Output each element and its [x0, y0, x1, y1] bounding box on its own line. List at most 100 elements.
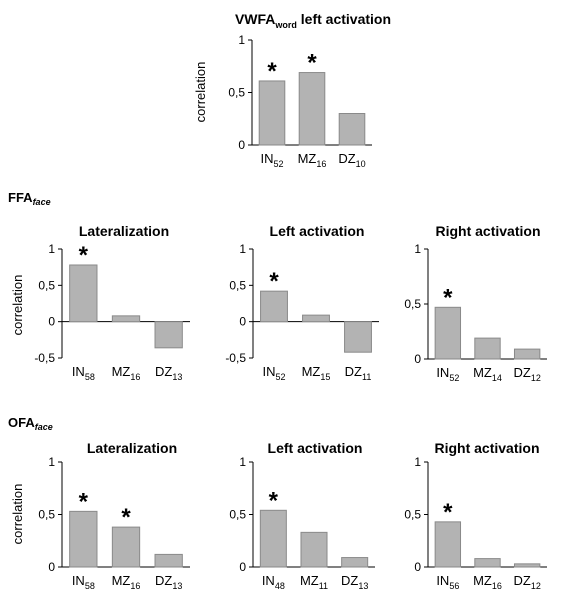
chart-title-subscript: word: [274, 20, 297, 30]
y-tick-label: 0,5: [38, 278, 55, 292]
chart-panel-5: Lateralization 0 0,5 1 correlation * IN58 * MZ16…: [10, 440, 190, 591]
category-name: IN: [72, 364, 85, 379]
bar: [434, 521, 462, 568]
y-axis-label: correlation: [10, 275, 25, 336]
chart-panel-6: Left activation 0 0,5 1 * IN48 MZ11 DZ13: [229, 440, 375, 591]
category-subscript: 10: [356, 159, 366, 169]
category-label: DZ12: [513, 573, 540, 591]
chart-title-part: VWFA: [235, 11, 275, 27]
bar: [474, 337, 501, 360]
y-tick-label: 0: [48, 560, 55, 574]
category-label: MZ11: [300, 573, 328, 591]
category-subscript: 11: [362, 372, 371, 382]
category-subscript: 14: [492, 373, 502, 383]
category-label: IN52: [262, 364, 285, 382]
y-tick-label: -0,5: [225, 351, 246, 365]
bar: [111, 526, 141, 568]
significance-star: *: [443, 284, 453, 311]
chart-title: Right activation: [434, 440, 539, 456]
category-label: DZ13: [341, 573, 368, 591]
bar: [259, 509, 287, 568]
bar: [154, 553, 183, 568]
y-tick-label: 0,5: [38, 508, 55, 522]
category-name: DZ: [155, 364, 172, 379]
category-name: MZ: [298, 151, 317, 166]
y-tick-label: 0,5: [404, 508, 421, 522]
y-tick-label: 1: [414, 455, 421, 469]
category-subscript: 13: [358, 581, 368, 591]
category-label: DZ13: [155, 364, 182, 382]
category-label: IN56: [436, 573, 459, 591]
y-axis-label: correlation: [193, 62, 208, 123]
y-tick-label: 1: [239, 455, 246, 469]
chart-title: Left activation: [268, 440, 363, 456]
category-subscript: 16: [316, 159, 326, 169]
category-label: DZ11: [345, 364, 372, 382]
section-label-ffa: FFAface: [8, 190, 51, 207]
category-label: DZ10: [338, 151, 365, 169]
chart-title-part: Left activation: [268, 440, 363, 456]
bar: [341, 557, 369, 568]
significance-star: *: [269, 268, 279, 295]
chart-title: VWFAword left activation: [235, 11, 391, 30]
category-label: MZ14: [473, 365, 502, 383]
bar: [258, 80, 286, 146]
category-name: DZ: [513, 573, 530, 588]
bar: [69, 264, 98, 323]
category-name: IN: [436, 365, 449, 380]
category-label: DZ12: [513, 365, 540, 383]
category-subscript: 52: [275, 372, 285, 382]
bar: [474, 558, 501, 568]
chart-panel-1: VWFAword left activation 0 0,5 1 correlation…: [193, 11, 391, 169]
section-label-ofa: OFAface: [8, 415, 53, 432]
category-subscript: 56: [449, 581, 459, 591]
bar: [338, 113, 366, 146]
category-name: DZ: [341, 573, 358, 588]
chart-title: Right activation: [435, 223, 540, 239]
bar: [260, 290, 288, 323]
category-subscript: 48: [275, 581, 285, 591]
chart-title-part: Lateralization: [79, 223, 169, 239]
category-name: MZ: [300, 573, 319, 588]
category-label: IN58: [72, 573, 95, 591]
category-label: MZ16: [298, 151, 327, 169]
significance-star: *: [121, 504, 131, 531]
bar: [298, 72, 326, 146]
bar: [344, 321, 372, 353]
bar: [111, 315, 141, 323]
category-name: MZ: [473, 573, 492, 588]
category-subscript: 58: [85, 372, 95, 382]
y-tick-label: 0: [414, 560, 421, 574]
category-subscript: 15: [320, 372, 330, 382]
bar: [69, 510, 98, 568]
category-subscript: 13: [172, 372, 182, 382]
category-label: IN52: [260, 151, 283, 169]
significance-star: *: [443, 499, 453, 526]
y-tick-label: 1: [48, 242, 55, 256]
significance-star: *: [267, 58, 277, 85]
chart-title-part: Right activation: [435, 223, 540, 239]
chart-panel-2: Lateralization -0,5 0 0,5 1 correlation * IN58 M…: [10, 223, 190, 382]
category-label: MZ15: [302, 364, 331, 382]
category-name: IN: [72, 573, 85, 588]
category-name: DZ: [338, 151, 355, 166]
category-name: DZ: [513, 365, 530, 380]
y-tick-label: 1: [239, 242, 246, 256]
chart-title: Left activation: [270, 223, 365, 239]
category-name: IN: [436, 573, 449, 588]
category-subscript: 52: [273, 159, 283, 169]
chart-panel-3: Left activation -0,5 0 0,5 1 * IN52 MZ15 DZ11: [225, 223, 379, 382]
category-subscript: 16: [492, 581, 502, 591]
bar: [434, 306, 462, 360]
category-label: MZ16: [112, 573, 141, 591]
y-tick-label: 1: [48, 455, 55, 469]
category-name: DZ: [345, 364, 362, 379]
y-axis-label: correlation: [10, 484, 25, 545]
category-name: MZ: [302, 364, 321, 379]
category-name: DZ: [155, 573, 172, 588]
y-tick-label: 0: [239, 315, 246, 329]
chart-title: Lateralization: [79, 223, 169, 239]
y-tick-label: -0,5: [34, 351, 55, 365]
category-label: DZ13: [155, 573, 182, 591]
